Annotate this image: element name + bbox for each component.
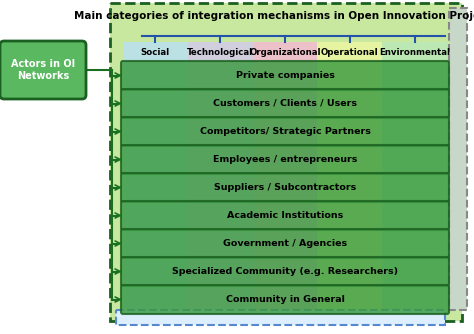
Text: Actors in OI
Networks: Actors in OI Networks (11, 59, 75, 81)
Bar (449, 8, 467, 310)
Bar (188, 42, 253, 320)
Text: Technological: Technological (187, 48, 253, 57)
Text: Private companies: Private companies (236, 71, 335, 80)
Bar (123, 42, 188, 320)
Text: Suppliers / Subcontractors: Suppliers / Subcontractors (214, 183, 356, 192)
Bar (110, 3, 462, 321)
FancyBboxPatch shape (121, 89, 449, 118)
Bar (318, 42, 382, 320)
Text: Academic Institutions: Academic Institutions (227, 211, 343, 220)
FancyBboxPatch shape (121, 61, 449, 90)
Bar (253, 42, 318, 320)
Text: Social: Social (141, 48, 170, 57)
Bar (110, 3, 462, 321)
Text: Competitors/ Strategic Partners: Competitors/ Strategic Partners (200, 127, 371, 136)
Text: Customers / Clients / Users: Customers / Clients / Users (213, 99, 357, 108)
FancyBboxPatch shape (0, 41, 86, 99)
Text: Operational: Operational (321, 48, 379, 57)
Text: Employees / entrepreneurs: Employees / entrepreneurs (213, 155, 357, 164)
FancyBboxPatch shape (121, 145, 449, 174)
Text: Main categories of integration mechanisms in Open Innovation Projects: Main categories of integration mechanism… (74, 11, 474, 21)
Bar (116, 310, 445, 325)
FancyBboxPatch shape (121, 173, 449, 202)
Bar (382, 42, 447, 320)
FancyBboxPatch shape (121, 257, 449, 286)
Text: Government / Agencies: Government / Agencies (223, 239, 347, 248)
FancyBboxPatch shape (121, 201, 449, 230)
FancyBboxPatch shape (121, 285, 449, 314)
FancyBboxPatch shape (121, 229, 449, 258)
FancyBboxPatch shape (121, 117, 449, 146)
Text: Community in General: Community in General (226, 295, 345, 304)
Text: Environmental: Environmental (379, 48, 450, 57)
Text: Organizational: Organizational (249, 48, 321, 57)
Text: Specialized Community (e.g. Researchers): Specialized Community (e.g. Researchers) (172, 267, 398, 276)
